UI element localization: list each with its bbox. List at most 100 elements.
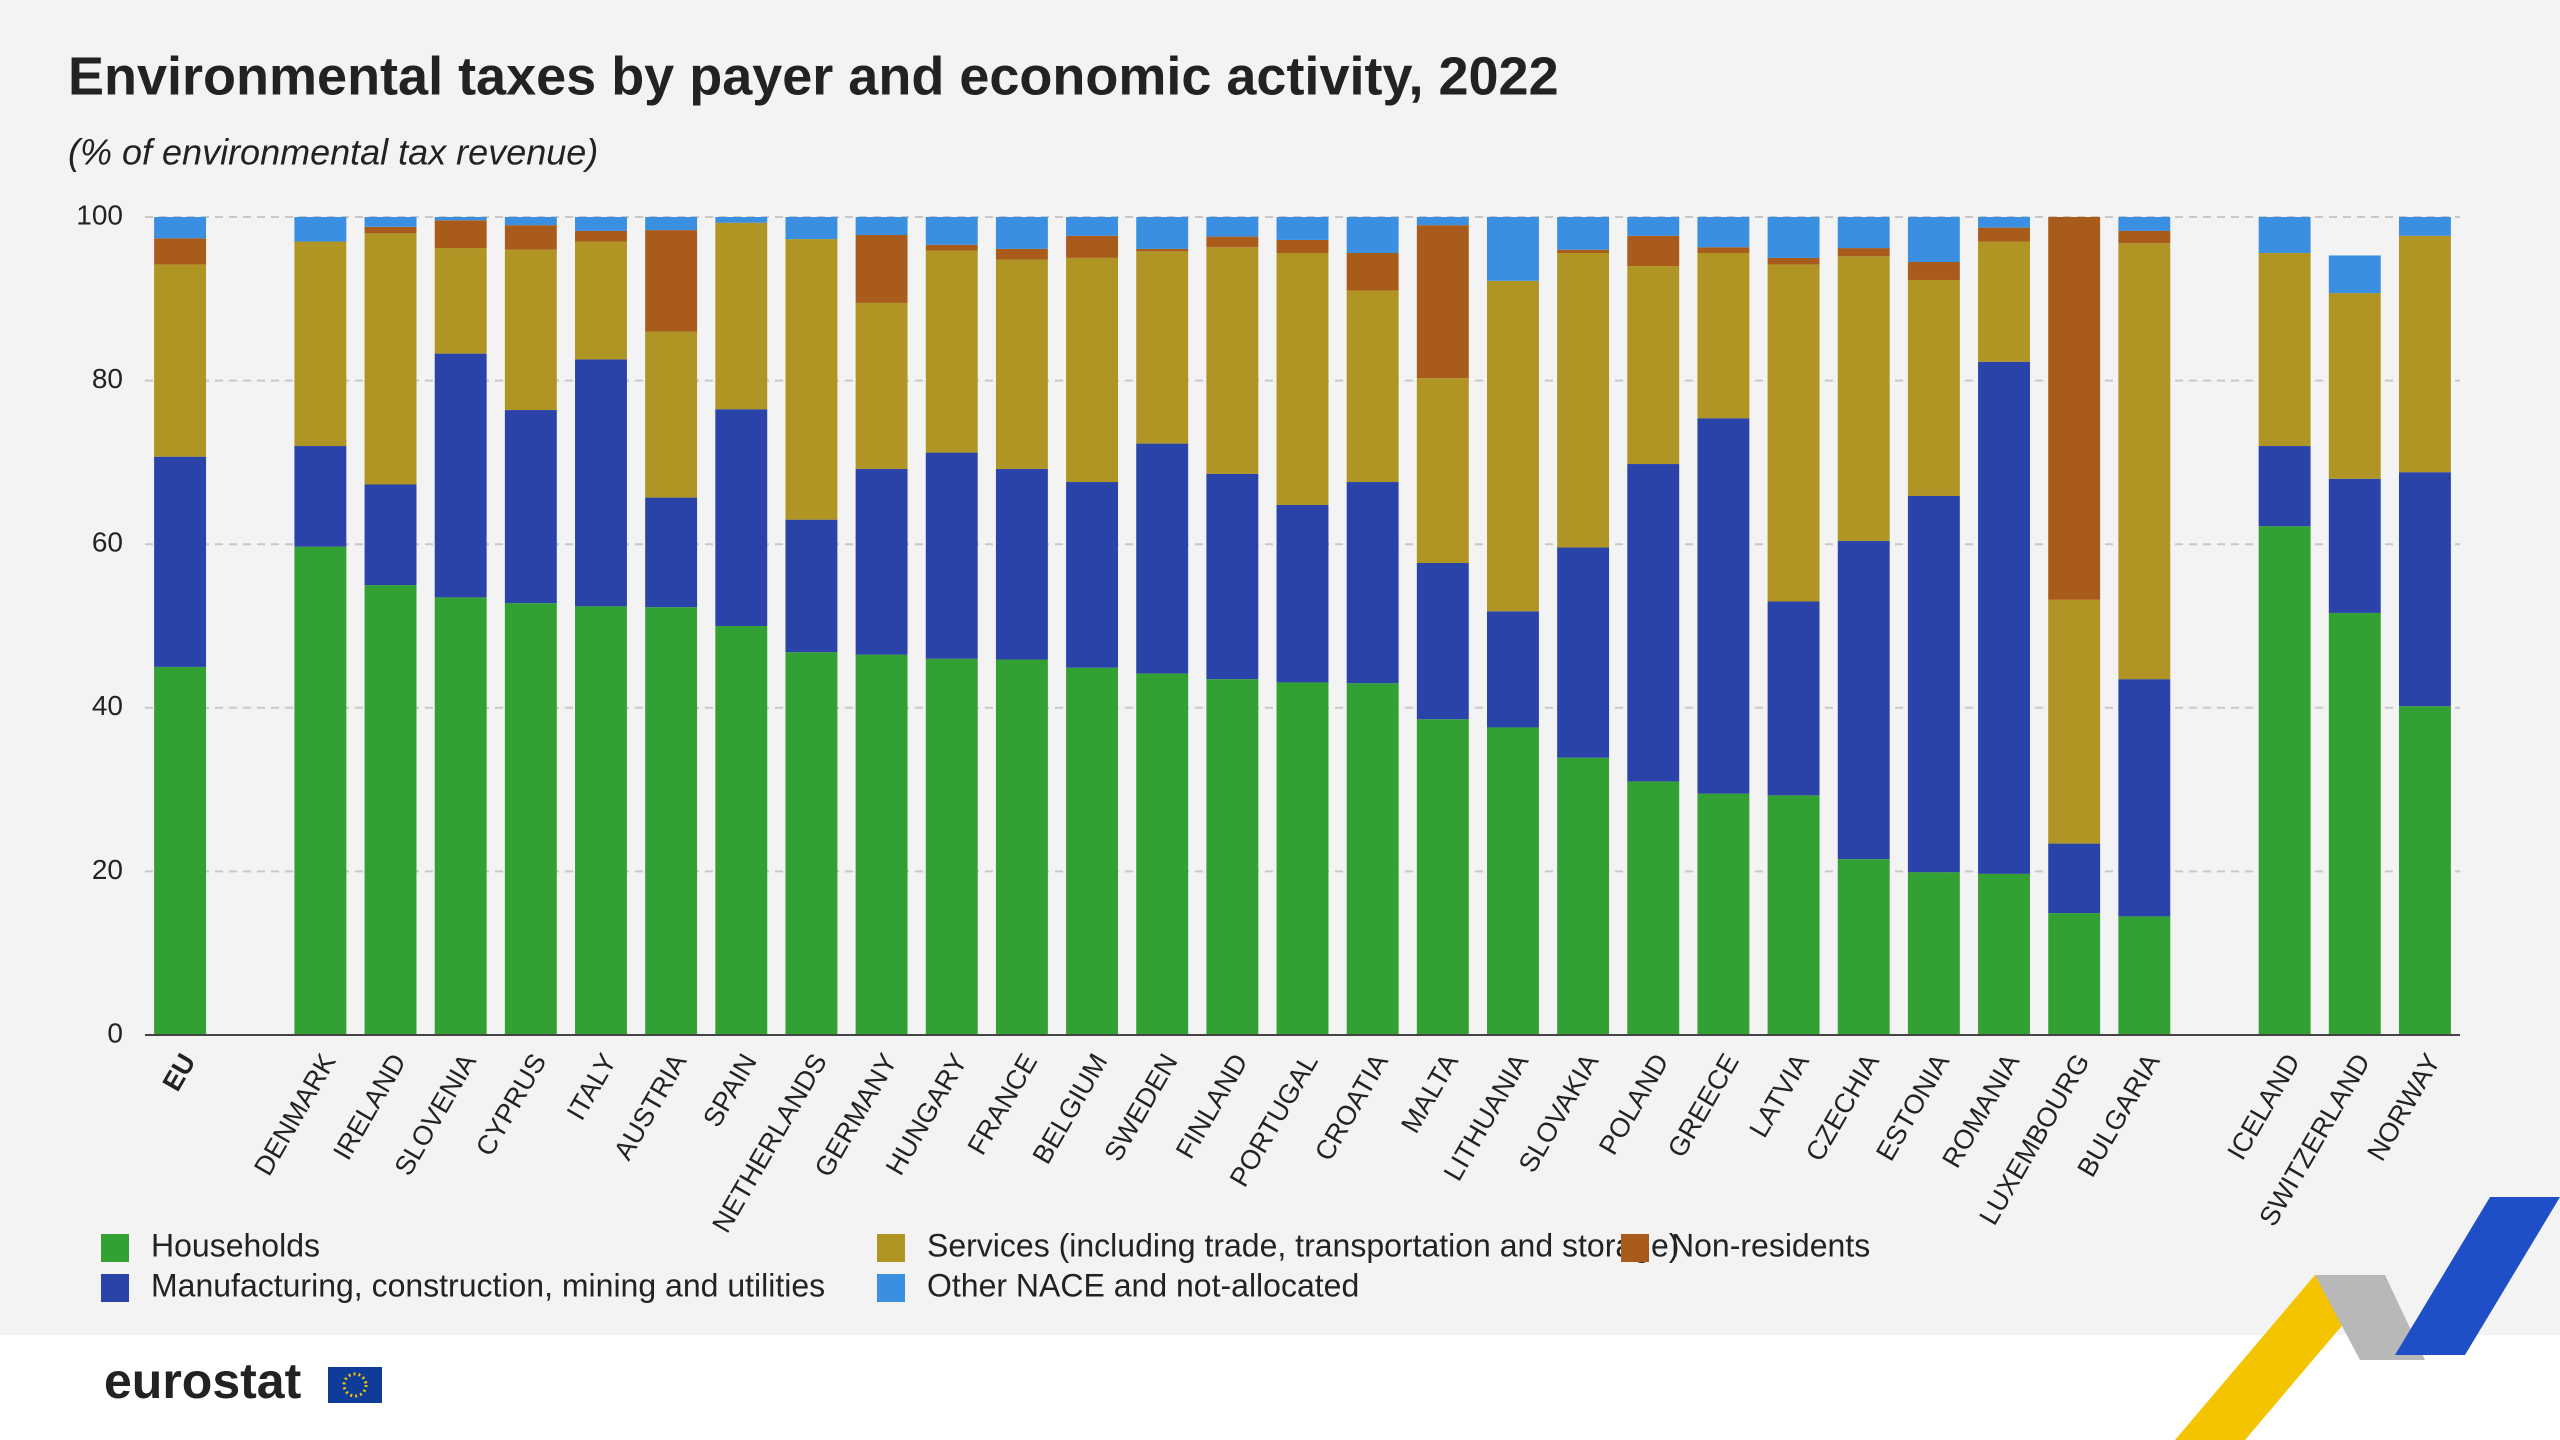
bar-segment <box>504 225 557 250</box>
bar-segment <box>434 220 487 249</box>
bar-segment <box>1837 248 1890 257</box>
decoration <box>2175 1197 2560 1440</box>
bar-segment <box>575 359 627 607</box>
bar-segment <box>715 409 768 626</box>
bar-segment <box>1416 378 1469 564</box>
legend-label: Manufacturing, construction, mining and … <box>151 1267 825 1303</box>
bar-segment <box>364 233 417 485</box>
bar-segment <box>364 217 417 227</box>
bar-segment <box>1206 217 1259 237</box>
bar-segment <box>1697 247 1750 253</box>
bar-segment <box>1697 793 1750 1035</box>
bar-segment <box>504 217 557 226</box>
bar-segment <box>2258 446 2311 527</box>
bar-segment <box>1557 249 1610 253</box>
bar-segment <box>925 452 978 659</box>
bar-segment <box>294 241 347 447</box>
bar-segment <box>154 456 207 667</box>
bar-segment <box>1767 257 1820 265</box>
bar-segment <box>1276 682 1329 1035</box>
bar-segment <box>1697 217 1750 248</box>
bar-segment <box>2048 599 2101 844</box>
bar-segment <box>1837 256 1890 541</box>
bar-segment <box>434 248 487 354</box>
bar-segment <box>1767 795 1820 1035</box>
bar-segment <box>1136 251 1189 444</box>
bar-segment <box>1206 247 1259 474</box>
y-tick-label: 40 <box>92 690 123 721</box>
bar-segment <box>1416 225 1469 379</box>
chart-subtitle: (% of environmental tax revenue) <box>68 132 598 173</box>
bar-segment <box>2118 230 2171 244</box>
bar-segment <box>2258 252 2311 447</box>
bar-segment <box>1627 266 1680 465</box>
bar-segment <box>1136 673 1189 1035</box>
bar-segment <box>995 259 1048 469</box>
chart-title: Environmental taxes by payer and economi… <box>68 46 1559 106</box>
bar-segment <box>575 606 627 1035</box>
bar-segment <box>1136 443 1189 674</box>
bar-segment <box>785 217 838 240</box>
legend-swatch <box>877 1274 905 1302</box>
bar-segment <box>855 654 908 1035</box>
legend-swatch <box>101 1274 129 1302</box>
bar-segment <box>925 217 978 245</box>
bar-segment <box>855 217 908 235</box>
y-tick-label: 100 <box>76 199 123 230</box>
bar-segment <box>715 222 768 410</box>
bar-segment <box>2048 913 2101 1035</box>
bar-segment <box>1557 757 1610 1035</box>
bar-segment <box>1978 241 2030 362</box>
bar-segment <box>855 302 908 469</box>
bar-segment <box>995 468 1048 660</box>
bar-segment <box>1276 252 1329 505</box>
bar-segment <box>154 238 207 265</box>
bar-segment <box>294 217 347 242</box>
bar-segment <box>504 603 557 1035</box>
bar-segment <box>855 468 908 655</box>
bar-segment <box>925 244 978 251</box>
bar-segment <box>1978 217 2030 228</box>
bar-segment <box>2328 293 2381 479</box>
eu-flag <box>328 1367 382 1403</box>
bar-segment <box>2398 706 2451 1035</box>
bar-segment <box>995 659 1048 1035</box>
bar-segment <box>1907 495 1960 873</box>
bar-segment <box>1627 235 1680 267</box>
legend-label: Households <box>151 1227 320 1263</box>
bar-segment <box>2398 235 2451 473</box>
y-tick-label: 80 <box>92 363 123 394</box>
bar-segment <box>2258 217 2311 253</box>
bar-segment <box>575 230 627 242</box>
legend-label: Non-residents <box>1671 1227 1870 1263</box>
bar-segment <box>1066 482 1119 668</box>
bar-segment <box>2328 478 2381 613</box>
bar-segment <box>1346 217 1399 253</box>
bar-segment <box>2398 472 2451 707</box>
bar-segment <box>1907 217 1960 262</box>
bar-segment <box>1978 361 2030 874</box>
bar-segment <box>925 658 978 1035</box>
bar-segment <box>2328 255 2381 294</box>
bar-segment <box>1486 280 1539 612</box>
bar-segment <box>2048 217 2101 600</box>
bar-segment <box>1486 611 1539 728</box>
bar-segment <box>1136 217 1189 249</box>
bar-segment <box>1697 252 1750 419</box>
bar-segment <box>1907 872 1960 1035</box>
bar-segment <box>1276 239 1329 253</box>
bar-segment <box>785 519 838 653</box>
bar-segment <box>1276 504 1329 683</box>
logo-text: eurostat <box>104 1353 302 1409</box>
bar-segment <box>434 353 487 598</box>
bar-segment <box>1837 217 1890 249</box>
bar-segment <box>2048 843 2101 914</box>
bar-segment <box>1557 217 1610 250</box>
bar-segment <box>715 626 768 1035</box>
bar-segment <box>434 597 487 1035</box>
bar-segment <box>294 446 347 547</box>
bar-segment <box>1627 464 1680 782</box>
bar-segment <box>2398 217 2451 236</box>
